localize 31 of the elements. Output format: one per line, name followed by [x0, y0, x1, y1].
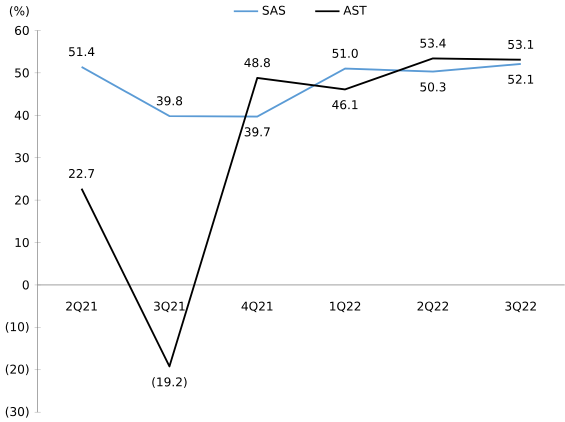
x-tick-label: 2Q22 [418, 301, 448, 312]
x-tick-label: 3Q22 [505, 301, 536, 312]
y-tick-label: 60 [15, 26, 29, 35]
y-axis-title: (%) [10, 6, 29, 17]
data-label: 50.3 [420, 82, 446, 92]
y-tick-label: 40 [14, 110, 29, 120]
data-label: 46.1 [332, 100, 358, 110]
data-label: 22.7 [69, 168, 94, 178]
y-tick-label: 50 [15, 68, 29, 78]
data-label: (19.2) [152, 376, 187, 388]
y-tick-label: 10 [16, 238, 29, 247]
data-label: 53.1 [508, 40, 534, 49]
data-label: 39.8 [156, 96, 182, 106]
data-label: 51.4 [69, 47, 94, 56]
x-tick-label: 4Q21 [242, 301, 272, 312]
y-tick-label: (20) [6, 364, 29, 375]
y-tick-label: 30 [15, 152, 29, 162]
y-tick-label: 0 [22, 280, 29, 290]
data-label: 39.7 [244, 127, 270, 136]
x-tick-label: 2Q21 [66, 301, 97, 312]
legend-label: AST [343, 6, 367, 15]
x-tick-label: 1Q22 [330, 301, 360, 312]
x-tick-label: 3Q21 [154, 301, 185, 312]
data-label: 48.8 [244, 58, 270, 68]
y-tick-label: (30) [6, 406, 29, 418]
data-label: 52.1 [508, 74, 534, 84]
legend-label: SAS [262, 6, 286, 15]
y-tick-label: (10) [6, 322, 29, 333]
data-label: 53.4 [420, 38, 446, 48]
y-tick-label: 20 [15, 195, 29, 205]
data-label: 51.0 [332, 48, 358, 58]
